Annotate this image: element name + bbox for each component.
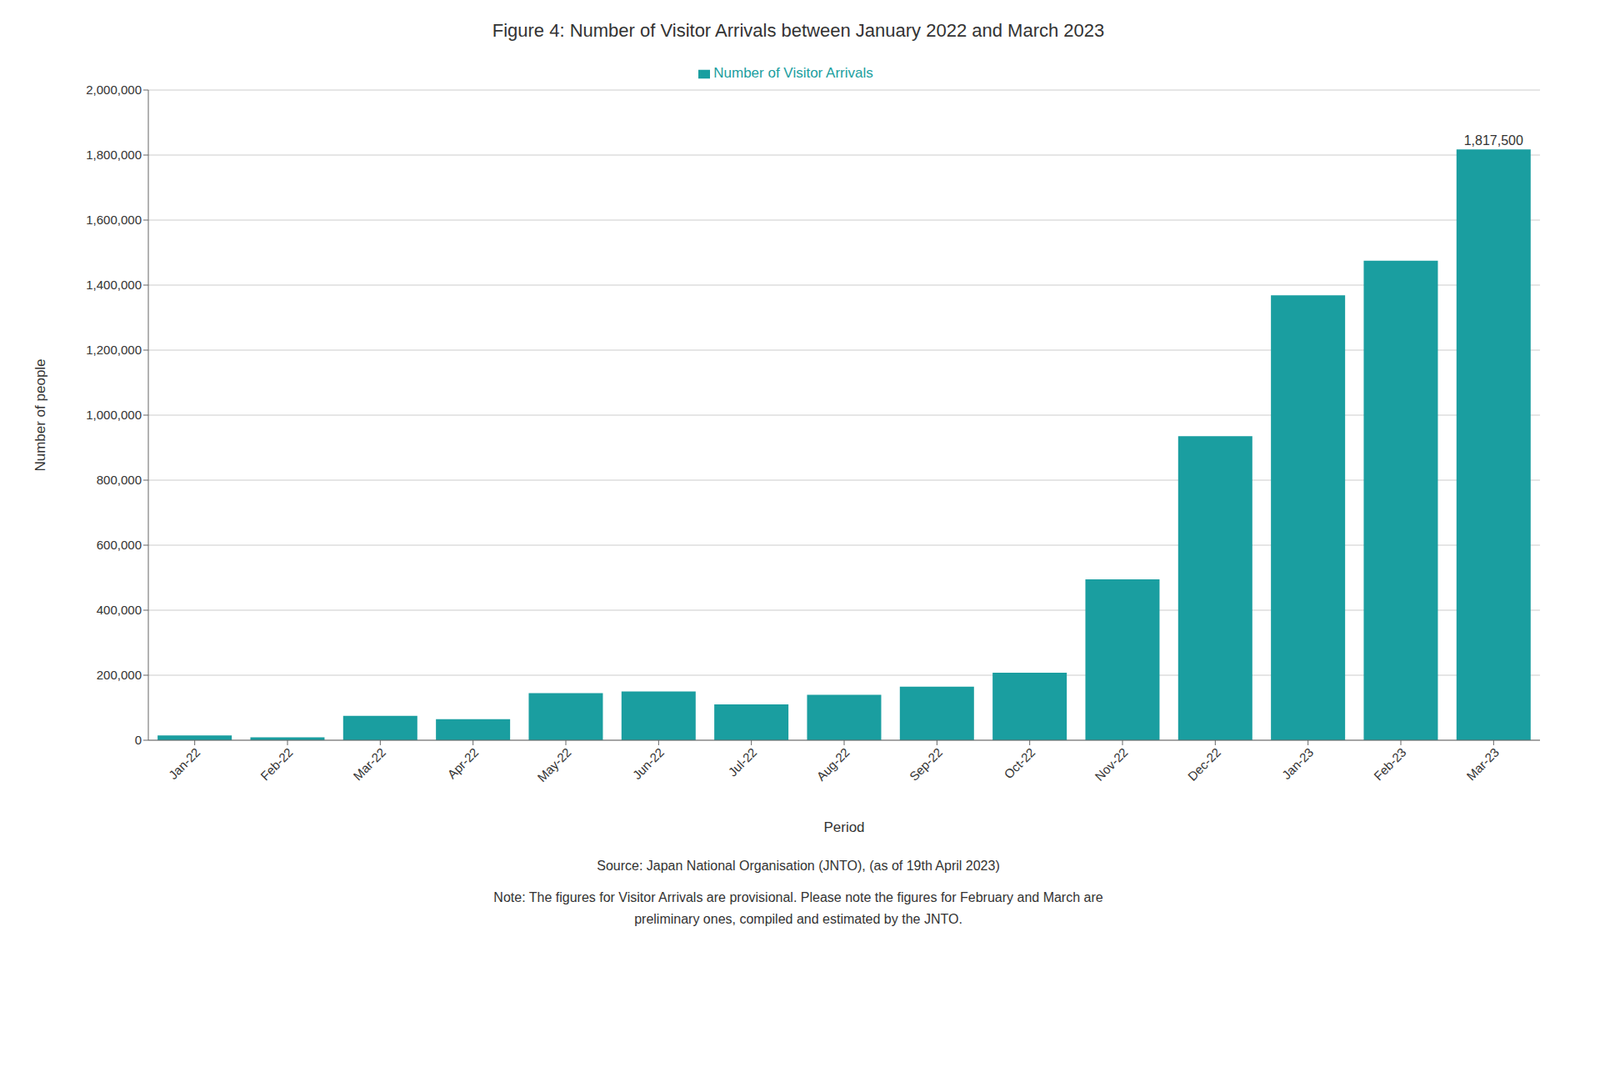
svg-text:1,000,000: 1,000,000 <box>85 407 142 422</box>
svg-text:Apr-22: Apr-22 <box>444 745 481 782</box>
svg-text:Oct-22: Oct-22 <box>1000 745 1038 782</box>
html-text:Source: Japan National Organis: Source: Japan National Organisation (JNT… <box>596 858 1000 873</box>
svg-text:Dec-22: Dec-22 <box>1185 745 1224 784</box>
svg-text:Nov-22: Nov-22 <box>1091 745 1130 784</box>
svg-text:Mar-22: Mar-22 <box>350 745 389 784</box>
svg-text:Mar-23: Mar-23 <box>1463 745 1502 784</box>
svg-text:1,200,000: 1,200,000 <box>85 342 142 357</box>
svg-text:200,000: 200,000 <box>96 667 142 682</box>
svg-text:1,600,000: 1,600,000 <box>85 212 142 227</box>
svg-text:Feb-23: Feb-23 <box>1370 745 1410 784</box>
svg-text:600,000: 600,000 <box>96 537 142 552</box>
html-text:preliminary ones, compiled and: preliminary ones, compiled and estimated… <box>634 911 963 926</box>
svg-text:Aug-22: Aug-22 <box>813 745 852 784</box>
svg-text:Jan-22: Jan-22 <box>165 745 203 782</box>
html-text:Figure 4: Number of Visitor Ar: Figure 4: Number of Visitor Arrivals bet… <box>492 20 1105 41</box>
svg-text:Jul-22: Jul-22 <box>725 745 760 780</box>
svg-text:Feb-22: Feb-22 <box>257 745 296 784</box>
svg-text:0: 0 <box>135 732 142 747</box>
svg-text:Number of people: Number of people <box>32 358 49 471</box>
svg-text:Jan-23: Jan-23 <box>1279 745 1316 782</box>
svg-text:2,000,000: 2,000,000 <box>85 82 142 97</box>
svg-text:800,000: 800,000 <box>96 472 142 487</box>
svg-text:May-22: May-22 <box>534 745 574 785</box>
svg-text:Sep-22: Sep-22 <box>906 745 945 784</box>
svg-text:Period: Period <box>823 819 865 835</box>
svg-text:1,817,500: 1,817,500 <box>1464 133 1524 148</box>
svg-text:400,000: 400,000 <box>96 602 142 617</box>
html-text:Number of Visitor Arrivals: Number of Visitor Arrivals <box>713 65 874 81</box>
svg-text:1,400,000: 1,400,000 <box>85 277 142 292</box>
html-text:Note: The figures for Visitor: Note: The figures for Visitor Arrivals a… <box>493 890 1104 905</box>
svg-text:Jun-22: Jun-22 <box>630 745 667 782</box>
svg-text:1,800,000: 1,800,000 <box>85 147 142 162</box>
